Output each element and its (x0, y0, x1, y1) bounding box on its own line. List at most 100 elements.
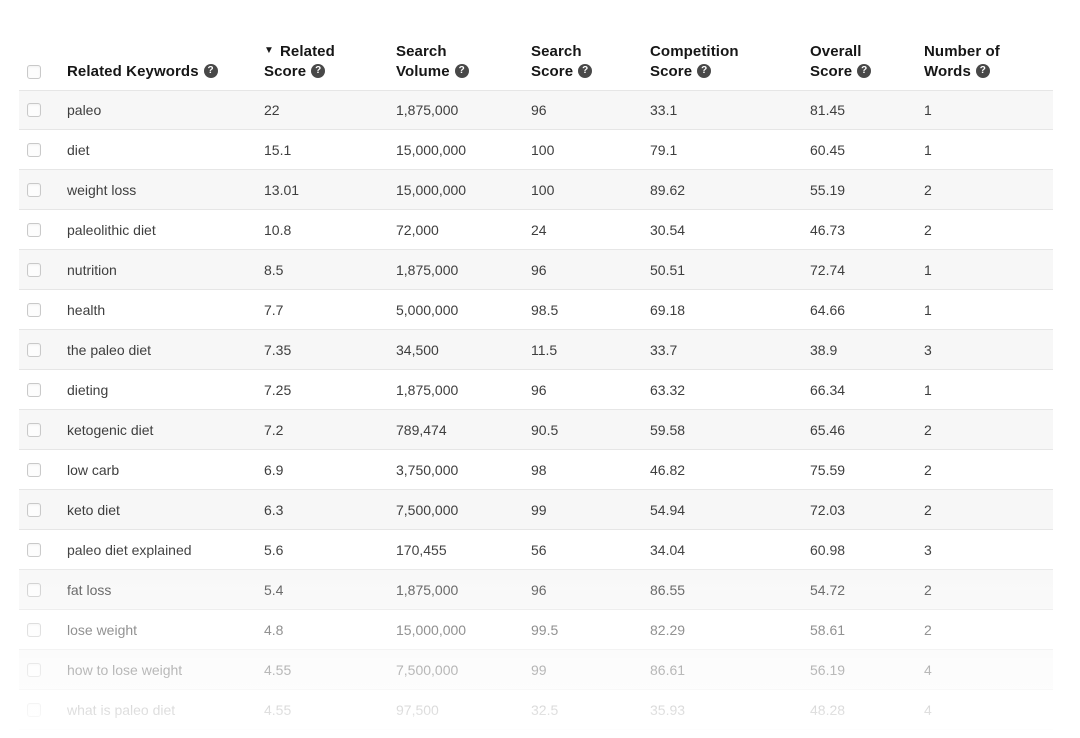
column-header-overall-score[interactable]: Overall Score ? (810, 41, 924, 81)
related-score-cell: 6.9 (264, 461, 284, 478)
table-row: diet 15.1 15,000,000 100 79.1 60.45 1 (19, 130, 1053, 170)
overall-score-cell: 72.03 (810, 501, 846, 518)
row-checkbox[interactable] (27, 582, 41, 597)
table-row: low carb 6.9 3,750,000 98 46.82 75.59 2 (19, 450, 1053, 490)
row-checkbox-cell (19, 422, 67, 437)
help-icon[interactable]: ? (311, 64, 326, 78)
row-checkbox[interactable] (27, 182, 41, 197)
keyword-cell: dieting (67, 381, 109, 398)
row-checkbox[interactable] (27, 542, 41, 557)
competition-score-cell: 69.18 (650, 301, 686, 318)
search-score-cell: 98 (531, 461, 547, 478)
search-volume-cell: 1,875,000 (396, 381, 459, 398)
column-header-search-score[interactable]: Search Score ? (531, 41, 650, 81)
keyword-cell: diet (67, 141, 90, 158)
column-header-label: Search (396, 42, 447, 60)
related-score-cell: 4.55 (264, 661, 292, 678)
row-checkbox[interactable] (27, 103, 41, 117)
search-score-cell: 100 (531, 141, 555, 158)
number-of-words-cell: 2 (924, 461, 932, 478)
select-all-checkbox[interactable] (27, 65, 41, 79)
help-icon[interactable]: ? (203, 64, 218, 78)
related-score-cell: 5.4 (264, 581, 284, 598)
row-checkbox-cell (19, 702, 67, 717)
table-row: paleo diet explained 5.6 170,455 56 34.0… (19, 530, 1053, 570)
table-row: the paleo diet 7.35 34,500 11.5 33.7 38.… (19, 330, 1053, 370)
related-score-cell: 7.2 (264, 421, 284, 438)
column-header-label: Number of (924, 42, 1000, 60)
row-checkbox-cell (19, 103, 67, 117)
column-header-number-of-words[interactable]: Number of Words ? (924, 41, 1053, 81)
keyword-cell: keto diet (67, 501, 120, 518)
table-header-row: Related Keywords ? ▼ Related Score ? Sea… (19, 0, 1053, 90)
keyword-cell: low carb (67, 461, 120, 478)
keyword-cell: health (67, 301, 106, 318)
number-of-words-cell: 3 (924, 541, 932, 558)
related-score-cell: 13.01 (264, 181, 300, 198)
keyword-cell: paleolithic diet (67, 221, 156, 238)
search-volume-cell: 97,500 (396, 701, 439, 718)
overall-score-cell: 54.72 (810, 581, 846, 598)
row-checkbox[interactable] (27, 222, 41, 237)
row-checkbox[interactable] (27, 662, 41, 677)
row-checkbox[interactable] (27, 302, 41, 317)
row-checkbox[interactable] (27, 502, 41, 517)
search-volume-cell: 3,750,000 (396, 461, 459, 478)
row-checkbox[interactable] (27, 702, 41, 717)
help-icon[interactable]: ? (454, 64, 469, 78)
search-volume-cell: 1,875,000 (396, 581, 459, 598)
row-checkbox-cell (19, 582, 67, 597)
row-checkbox[interactable] (27, 142, 41, 157)
row-checkbox[interactable] (27, 422, 41, 437)
search-score-cell: 90.5 (531, 421, 559, 438)
column-header-related-score[interactable]: ▼ Related Score ? (264, 41, 396, 81)
number-of-words-cell: 2 (924, 421, 932, 438)
column-header-label: Related Keywords (67, 62, 199, 80)
column-header-label: Competition (650, 42, 739, 60)
table-row: lose weight 4.8 15,000,000 99.5 82.29 58… (19, 610, 1053, 650)
column-header-competition-score[interactable]: Competition Score ? (650, 41, 810, 81)
row-checkbox[interactable] (27, 382, 41, 397)
related-score-cell: 7.25 (264, 381, 292, 398)
number-of-words-cell: 2 (924, 621, 932, 638)
column-header-label: Words (924, 62, 971, 80)
related-score-cell: 4.8 (264, 621, 284, 638)
search-score-cell: 56 (531, 541, 547, 558)
column-header-search-volume[interactable]: Search Volume ? (396, 41, 531, 81)
search-score-cell: 96 (531, 381, 547, 398)
table-row: keto diet 6.3 7,500,000 99 54.94 72.03 2 (19, 490, 1053, 530)
competition-score-cell: 33.7 (650, 341, 678, 358)
help-icon[interactable]: ? (975, 64, 990, 78)
search-volume-cell: 72,000 (396, 221, 439, 238)
search-volume-cell: 15,000,000 (396, 621, 467, 638)
search-volume-cell: 15,000,000 (396, 141, 467, 158)
table-row: paleolithic diet 10.8 72,000 24 30.54 46… (19, 210, 1053, 250)
row-checkbox[interactable] (27, 462, 41, 477)
overall-score-cell: 64.66 (810, 301, 846, 318)
help-icon[interactable]: ? (857, 64, 872, 78)
keyword-cell: fat loss (67, 581, 112, 598)
overall-score-cell: 56.19 (810, 661, 846, 678)
related-score-cell: 8.5 (264, 261, 284, 278)
help-icon[interactable]: ? (697, 64, 712, 78)
row-checkbox[interactable] (27, 342, 41, 357)
overall-score-cell: 60.45 (810, 141, 846, 158)
number-of-words-cell: 1 (924, 261, 932, 278)
number-of-words-cell: 2 (924, 181, 932, 198)
table-row: health 7.7 5,000,000 98.5 69.18 64.66 1 (19, 290, 1053, 330)
search-score-cell: 100 (531, 181, 555, 198)
overall-score-cell: 72.74 (810, 261, 846, 278)
related-score-cell: 7.7 (264, 301, 284, 318)
column-header-label: Score (810, 62, 853, 80)
search-score-cell: 24 (531, 221, 547, 238)
number-of-words-cell: 4 (924, 661, 932, 678)
competition-score-cell: 50.51 (650, 261, 686, 278)
row-checkbox[interactable] (27, 622, 41, 637)
competition-score-cell: 63.32 (650, 381, 686, 398)
row-checkbox-cell (19, 302, 67, 317)
related-score-cell: 4.55 (264, 701, 292, 718)
related-keywords-table: Related Keywords ? ▼ Related Score ? Sea… (19, 0, 1053, 730)
row-checkbox[interactable] (27, 262, 41, 277)
column-header-related-keywords[interactable]: Related Keywords ? (67, 61, 264, 81)
help-icon[interactable]: ? (578, 64, 593, 78)
